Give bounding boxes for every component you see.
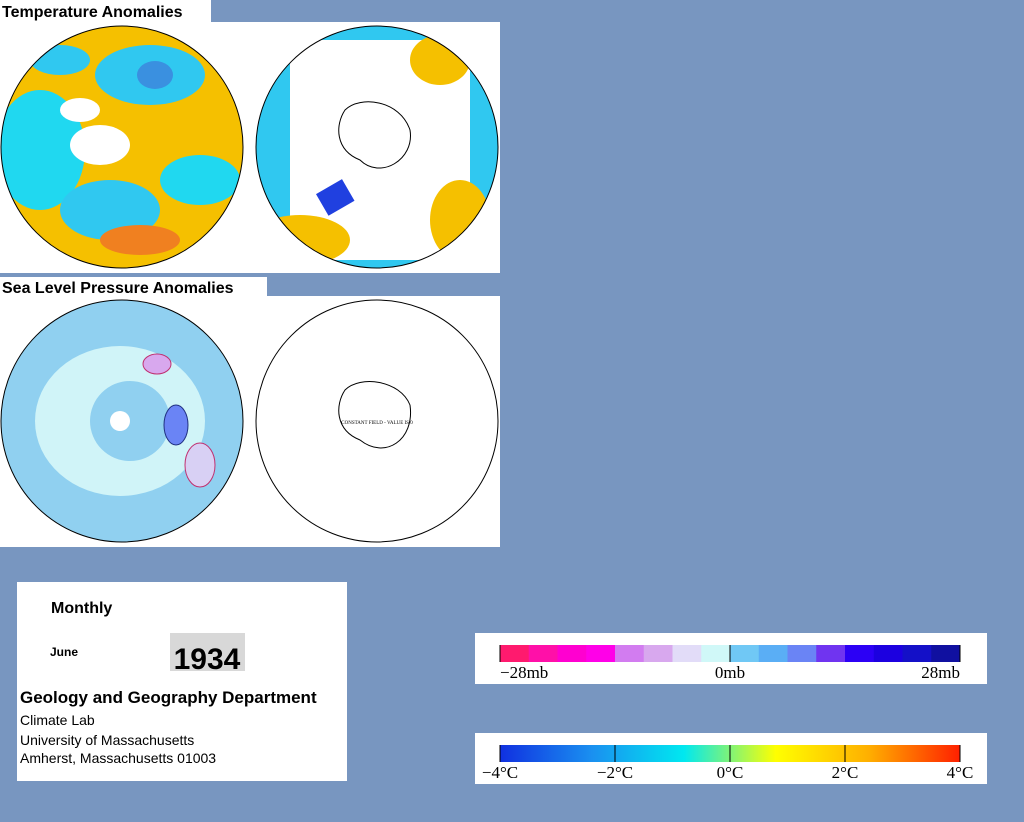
colorbar-segment <box>615 645 645 662</box>
globe <box>256 26 498 268</box>
colorbar-label: 0mb <box>715 663 745 682</box>
info-box <box>17 582 347 781</box>
colorbar-segment <box>528 645 558 662</box>
title-bg <box>0 277 267 297</box>
colorbar-segment <box>730 645 760 662</box>
globe-outline <box>0 25 244 269</box>
colorbar-segment <box>902 645 932 662</box>
colorbar-segment <box>845 645 875 662</box>
colorbar-segment <box>873 645 903 662</box>
colorbar-segment <box>701 645 731 662</box>
colorbar-segment <box>931 645 961 662</box>
colorbar-segment <box>500 645 530 662</box>
colorbar-label: −2°C <box>597 763 633 782</box>
map-note: CONSTANT FIELD - VALUE IS 0 <box>341 421 413 426</box>
department: Geology and Geography Department <box>20 688 317 707</box>
colorbar-segment <box>557 645 587 662</box>
globe-outline <box>255 299 499 543</box>
info-line: University of Massachusetts <box>20 732 194 748</box>
colorbar-label: −4°C <box>482 763 518 782</box>
colorbar-segment <box>586 645 616 662</box>
globe <box>1 26 243 268</box>
info-line: Amherst, Massachusetts 01003 <box>20 750 216 766</box>
colorbar-label: 0°C <box>717 763 744 782</box>
title: Temperature Anomalies <box>2 4 183 21</box>
globe-outline <box>0 299 244 543</box>
colorbar-segment <box>672 645 702 662</box>
colorbar-segment <box>787 645 817 662</box>
colorbar-segment <box>643 645 673 662</box>
period: Monthly <box>51 600 112 617</box>
year-bg <box>170 633 245 671</box>
year: 1934 <box>174 643 241 676</box>
month: June <box>50 645 78 659</box>
colorbar-label: −28mb <box>500 663 548 682</box>
title-bg <box>0 0 211 22</box>
title: Sea Level Pressure Anomalies <box>2 280 234 297</box>
info-line: Climate Lab <box>20 712 95 728</box>
colorbar-label: 28mb <box>921 663 960 682</box>
globe <box>1 300 243 542</box>
colorbar-label: 2°C <box>832 763 859 782</box>
colorbar-segment <box>758 645 788 662</box>
globe-outline <box>255 25 499 269</box>
coastline <box>338 381 412 449</box>
colorbar-label: 4°C <box>947 763 974 782</box>
colorbar-segment <box>816 645 846 662</box>
